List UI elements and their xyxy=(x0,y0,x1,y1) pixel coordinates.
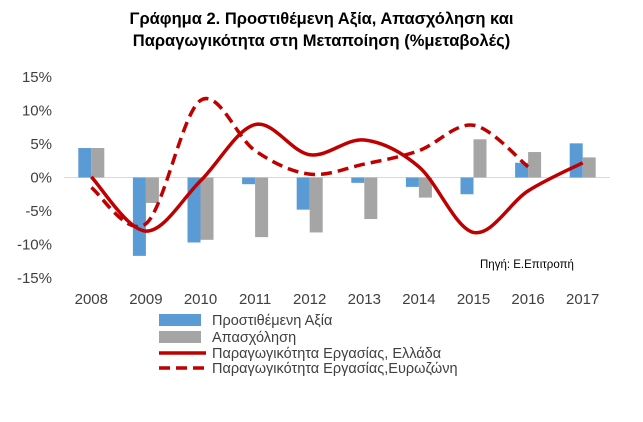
bar-value-added xyxy=(515,162,529,178)
lines-group xyxy=(90,96,584,235)
chart-title: Γράφημα 2. Προστιθέμενη Αξία, Απασχόληση… xyxy=(0,8,643,52)
bar-value-added xyxy=(296,177,310,210)
bar-employment xyxy=(255,177,269,238)
legend-swatch xyxy=(159,331,201,343)
bar-value-added xyxy=(405,177,419,187)
bar-employment xyxy=(91,148,105,178)
x-tick-label: 2011 xyxy=(239,291,271,308)
line-productivity-greece xyxy=(90,122,584,235)
bar-value-added xyxy=(460,177,474,195)
y-tick-label: 10% xyxy=(22,103,52,120)
x-tick-label: 2014 xyxy=(402,291,435,308)
bar-value-added xyxy=(132,177,146,256)
legend-label: Απασχόληση xyxy=(212,330,296,346)
legend-swatch xyxy=(159,314,201,326)
x-tick-label: 2010 xyxy=(184,291,217,308)
bar-value-added xyxy=(242,177,256,185)
x-axis-ticks: 2008 2009 2010 2011 2012 2013 2014 2015 2016 2017 xyxy=(75,291,600,308)
y-tick-label: -10% xyxy=(17,237,52,254)
chart-title-line2: Παραγωγικότητα στη Μεταποίηση (%μεταβολέ… xyxy=(132,32,511,50)
x-tick-label: 2008 xyxy=(75,291,108,308)
legend-label: Παραγωγικότητα Εργασίας, Ελλάδα xyxy=(212,346,441,362)
bar-employment xyxy=(200,177,214,240)
y-axis-ticks: -15% -10% -5% 0% 5% 10% 15% xyxy=(17,69,52,287)
chart-title-line1: Γράφημα 2. Προστιθέμενη Αξία, Απασχόληση… xyxy=(129,10,514,28)
x-tick-label: 2017 xyxy=(566,291,599,308)
x-tick-label: 2009 xyxy=(129,291,162,308)
source-note: Πηγή: Ε.Επιτροπή xyxy=(480,259,574,271)
y-tick-label: 15% xyxy=(22,69,52,86)
bar-employment xyxy=(473,139,487,178)
bar-value-added xyxy=(569,143,583,178)
x-tick-label: 2015 xyxy=(457,291,490,308)
x-tick-label: 2012 xyxy=(293,291,326,308)
legend-label: Προστιθέμενη Αξία xyxy=(212,313,332,329)
bar-value-added xyxy=(78,148,92,178)
bars-group xyxy=(78,139,596,256)
x-tick-label: 2013 xyxy=(348,291,381,308)
bar-employment xyxy=(145,177,159,203)
y-tick-label: -15% xyxy=(17,270,52,287)
bar-employment xyxy=(528,152,542,178)
line-productivity-eurozone xyxy=(90,96,530,229)
legend-label: Παραγωγικότητα Εργασίας,Ευρωζώνη xyxy=(212,361,458,377)
bar-value-added xyxy=(351,177,365,183)
legend: Προστιθέμενη ΑξίαΑπασχόλησηΠαραγωγικότητ… xyxy=(159,313,458,377)
y-tick-label: -5% xyxy=(25,203,52,220)
bar-employment xyxy=(418,177,432,198)
y-tick-label: 0% xyxy=(30,170,52,187)
bar-employment xyxy=(309,177,323,233)
bar-employment xyxy=(582,157,596,178)
y-tick-label: 5% xyxy=(30,136,52,153)
bar-employment xyxy=(364,177,378,220)
x-tick-label: 2016 xyxy=(511,291,544,308)
